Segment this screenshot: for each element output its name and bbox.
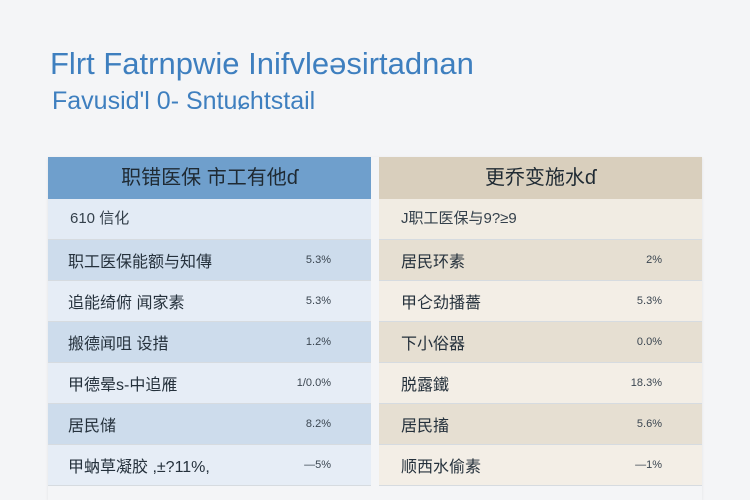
table-row: 职工医保能额与知傳 5.3%	[48, 240, 371, 281]
table-row: 顺西水偷素 —1%	[379, 445, 702, 486]
row-label: 职工医保能额与知傳	[68, 254, 213, 271]
row-value: 1/0.0%	[296, 377, 331, 389]
row-label: 甲仑劲播薔	[401, 295, 482, 312]
comparison-table: 职错医保 市工有他ɗ 610 信化 职工医保能额与知傳 5.3% 追能绮俯 闻家素…	[48, 157, 702, 500]
table-row: 追能绮俯 闻家素 5.3%	[48, 281, 371, 322]
row-label: 甲蚋草凝胶 ,±?11%,	[68, 459, 210, 476]
row-value: 1.2%	[305, 336, 331, 348]
table-row: 甲德晕s-中追雁 1/0.0%	[48, 363, 371, 404]
row-label: 追能绮俯 闻家素	[68, 295, 185, 312]
page-title: Flrt Fatrnpwie Inifvleəsirtadnan	[50, 46, 474, 81]
right-column-subheader: J职工医保与9?≥9	[379, 199, 702, 240]
row-value: 8.2%	[305, 418, 331, 430]
left-column-header: 职错医保 市工有他ɗ	[48, 157, 371, 199]
table-row: 脱露鐵 18.3%	[379, 363, 702, 404]
table-row: 下小俗器 0.0%	[379, 322, 702, 363]
row-value: 2%	[646, 254, 662, 266]
right-column: 更乔变施水ɗ J职工医保与9?≥9 居民环素 2% 甲仑劲播薔 5.3% 下小俗器 0…	[379, 157, 702, 500]
table-row: 甲仑劲播薔 5.3%	[379, 281, 702, 322]
table-row: 居民搐 5.6%	[379, 404, 702, 445]
row-value: —5%	[304, 459, 331, 471]
row-value: 5.6%	[636, 418, 662, 430]
row-value: 5.3%	[305, 254, 331, 266]
row-label: 居民搐	[401, 418, 450, 435]
row-value: 18.3%	[630, 377, 662, 389]
row-label: 脱露鐵	[401, 377, 450, 394]
row-value: 5.3%	[305, 295, 331, 307]
row-label: 搬德闻咀 设措	[68, 336, 169, 353]
row-label: 居民环素	[401, 254, 466, 271]
row-label: 顺西水偷素	[401, 459, 482, 476]
right-column-header: 更乔变施水ɗ	[379, 157, 702, 199]
left-column: 职错医保 市工有他ɗ 610 信化 职工医保能额与知傳 5.3% 追能绮俯 闻家素…	[48, 157, 371, 500]
row-label: 甲德晕s-中追雁	[68, 377, 178, 394]
right-rows: 居民环素 2% 甲仑劲播薔 5.3% 下小俗器 0.0% 脱露鐵 18.3% 居民搐 5.…	[379, 240, 702, 486]
table-row: 搬德闻咀 设措 1.2%	[48, 322, 371, 363]
table-row: 居民环素 2%	[379, 240, 702, 281]
row-label: 下小俗器	[401, 336, 466, 353]
left-column-subheader: 610 信化	[48, 199, 371, 240]
row-label: 居民储	[68, 418, 117, 435]
left-rows: 职工医保能额与知傳 5.3% 追能绮俯 闻家素 5.3% 搬德闻咀 设措 1.2% 甲…	[48, 240, 371, 486]
row-value: 5.3%	[636, 295, 662, 307]
page-subtitle: Favusid'l 0- Sntuɕhtstail	[52, 87, 316, 115]
row-value: 0.0%	[636, 336, 662, 348]
table-row: 甲蚋草凝胶 ,±?11%, —5%	[48, 445, 371, 486]
table-row: 居民储 8.2%	[48, 404, 371, 445]
row-value: —1%	[635, 459, 662, 471]
